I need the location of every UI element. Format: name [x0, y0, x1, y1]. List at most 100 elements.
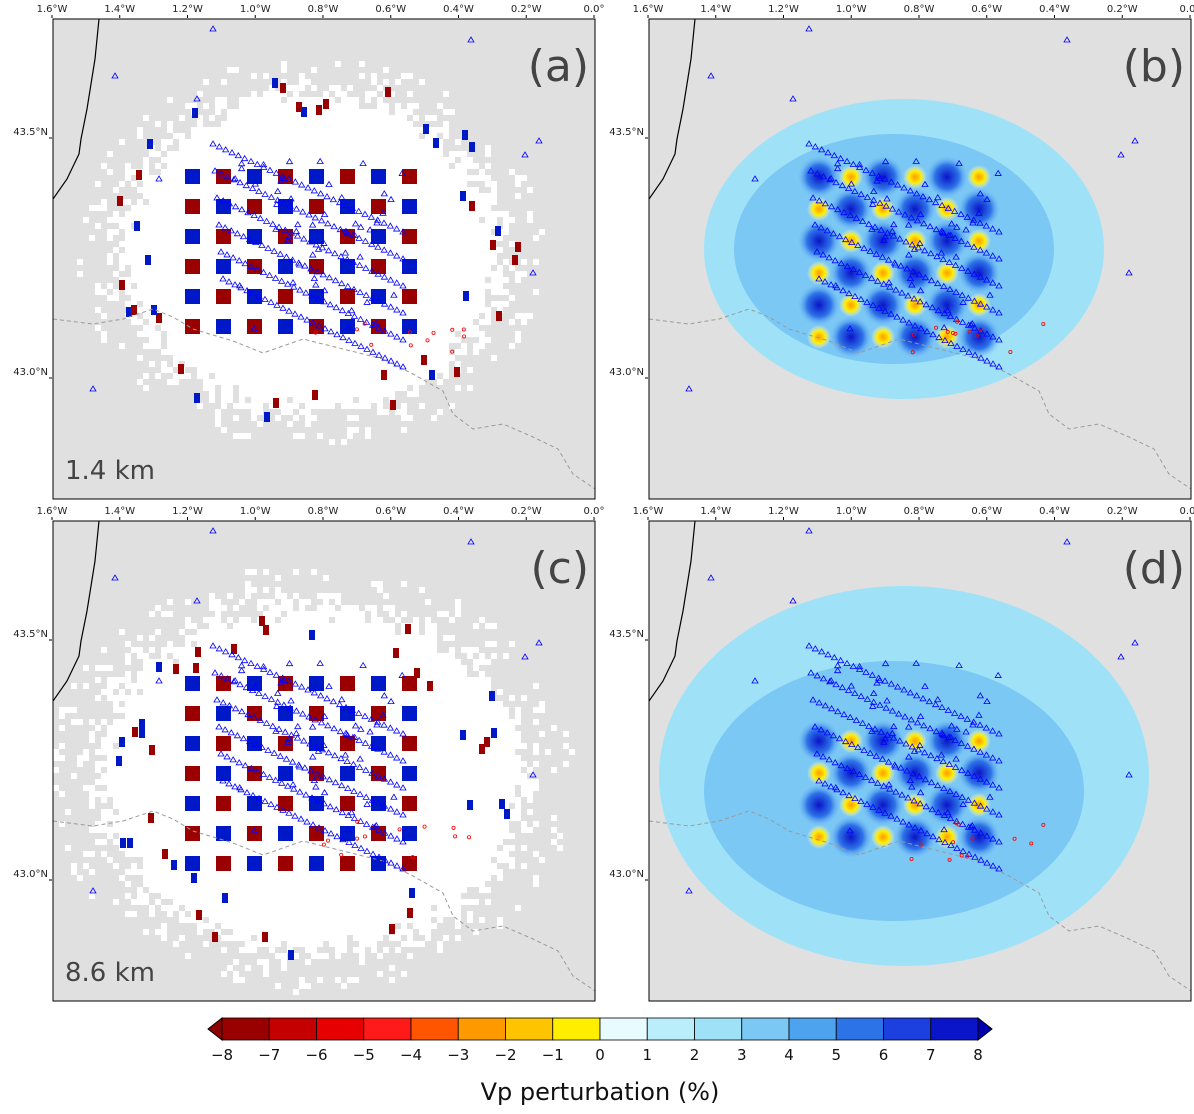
station-marker: [381, 354, 389, 361]
positive-anomaly: [371, 229, 386, 244]
resolved-cell: [515, 331, 521, 337]
resolved-cell: [143, 265, 149, 271]
resolved-cell: [335, 145, 341, 151]
station-marker: [279, 304, 287, 311]
resolved-cell: [275, 373, 281, 379]
event-marker: [950, 330, 955, 335]
resolved-cell: [131, 229, 137, 235]
resolved-cell: [209, 707, 215, 713]
resolved-cell: [437, 229, 443, 235]
resolved-cell: [101, 289, 107, 295]
resolved-cell: [209, 385, 215, 391]
resolved-cell: [269, 199, 275, 205]
resolved-cell: [155, 277, 161, 283]
resolved-cell: [461, 307, 467, 313]
resolved-cell: [233, 283, 239, 289]
positive-anomaly: [371, 169, 386, 184]
resolved-cell: [149, 181, 155, 187]
resolved-cell: [329, 247, 335, 253]
station-marker: [327, 328, 335, 335]
positive-anomaly: [278, 259, 293, 274]
resolved-cell: [263, 785, 269, 791]
station-marker: [920, 247, 929, 254]
resolved-cell: [287, 385, 293, 391]
resolved-cell: [407, 247, 413, 253]
resolved-cell: [251, 187, 257, 193]
resolved-cell: [437, 361, 443, 367]
resolved-cell: [173, 833, 179, 839]
resolved-cell: [137, 809, 143, 815]
resolved-cell: [443, 337, 449, 343]
resolved-cell: [125, 773, 131, 779]
resolved-cell: [155, 181, 161, 187]
resolved-cell: [179, 797, 185, 803]
resolved-cell: [359, 241, 365, 247]
resolved-cell: [431, 283, 437, 289]
resolved-cell: [209, 217, 215, 223]
resolved-cell: [443, 169, 449, 175]
resolved-cell: [515, 181, 521, 187]
resolved-cell: [149, 773, 155, 779]
resolved-cell: [389, 127, 395, 133]
station-marker: [848, 238, 856, 245]
resolved-cell: [239, 869, 245, 875]
resolved-cell: [443, 319, 449, 325]
resolved-cell: [95, 827, 101, 833]
resolved-cell: [143, 659, 149, 665]
resolved-cell: [233, 343, 239, 349]
resolved-cell: [155, 803, 161, 809]
resolved-cell: [263, 265, 269, 271]
resolved-cell: [407, 253, 413, 259]
resolved-cell: [317, 151, 323, 157]
resolved-cell: [389, 115, 395, 121]
resolved-cell: [209, 265, 215, 271]
resolved-cell: [203, 773, 209, 779]
resolved-cell: [323, 163, 329, 169]
resolved-cell: [203, 761, 209, 767]
resolved-cell: [395, 79, 401, 85]
resolved-cell: [251, 845, 257, 851]
station-marker: [381, 327, 389, 334]
resolved-cell: [149, 277, 155, 283]
resolved-cell: [269, 749, 275, 755]
resolved-cell: [509, 241, 515, 247]
resolved-cell: [293, 259, 299, 265]
resolved-cell: [281, 343, 287, 349]
resolved-cell: [407, 379, 413, 385]
resolved-cell: [329, 307, 335, 313]
resolved-cell: [473, 253, 479, 259]
resolved-cell: [395, 127, 401, 133]
resolved-cell: [251, 385, 257, 391]
resolved-cell: [113, 767, 119, 773]
resolved-cell: [155, 211, 161, 217]
resolved-cell: [341, 349, 347, 355]
resolved-cell: [449, 403, 455, 409]
resolved-cell: [485, 253, 491, 259]
resolved-cell: [245, 361, 251, 367]
resolved-cell: [233, 845, 239, 851]
resolved-cell: [143, 725, 149, 731]
resolved-cell: [227, 593, 233, 599]
station-marker: [946, 285, 954, 292]
resolved-cell: [161, 797, 167, 803]
resolved-cell: [161, 725, 167, 731]
resolved-cell: [167, 767, 173, 773]
resolved-cell: [209, 785, 215, 791]
resolved-cell: [467, 265, 473, 271]
resolved-cell: [239, 881, 245, 887]
resolved-cell: [137, 277, 143, 283]
resolved-cell: [215, 343, 221, 349]
resolved-cell: [443, 187, 449, 193]
resolved-cell: [173, 809, 179, 815]
resolved-cell: [383, 223, 389, 229]
resolved-cell: [107, 151, 113, 157]
resolved-cell: [251, 887, 257, 893]
resolved-cell: [437, 331, 443, 337]
resolved-cell: [161, 671, 167, 677]
resolved-cell: [143, 229, 149, 235]
resolved-cell: [221, 391, 227, 397]
resolved-cell: [431, 235, 437, 241]
resolved-cell: [143, 689, 149, 695]
resolved-cell: [413, 367, 419, 373]
resolved-cell: [233, 121, 239, 127]
